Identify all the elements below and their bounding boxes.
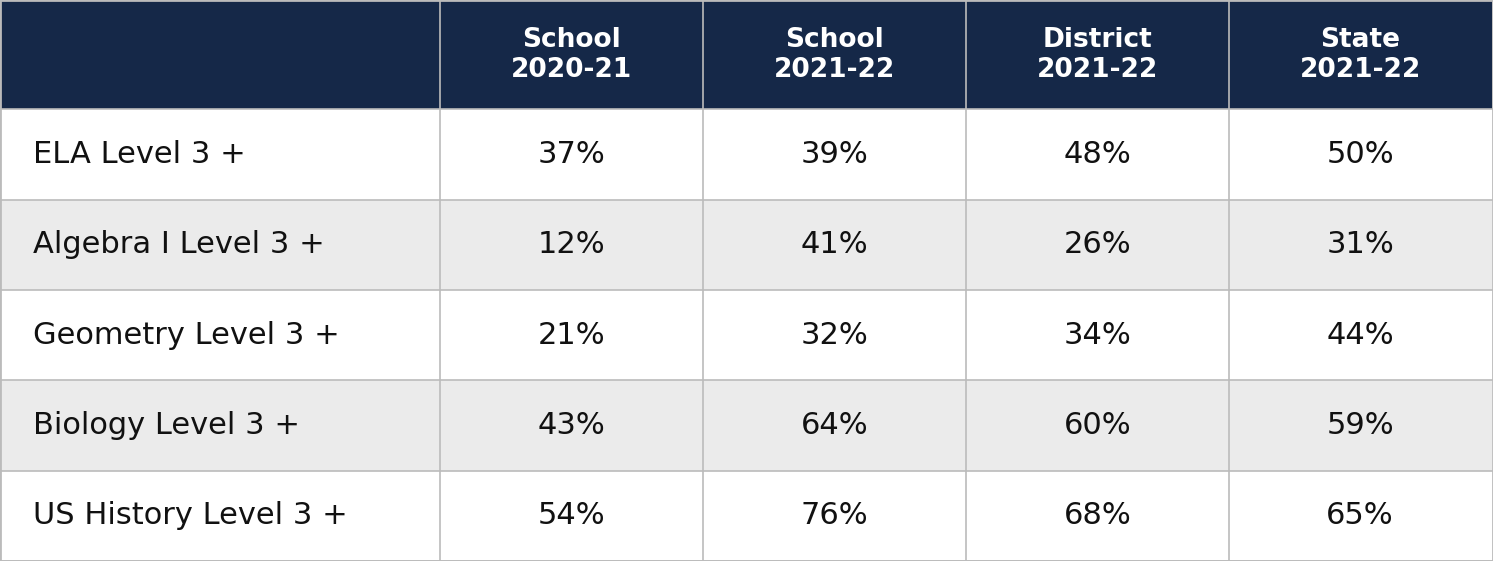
Bar — [440, 380, 703, 471]
Text: US History Level 3 +: US History Level 3 + — [33, 502, 348, 530]
Text: 64%: 64% — [800, 411, 869, 440]
Bar — [703, 471, 966, 561]
Text: 12%: 12% — [537, 231, 606, 259]
Text: State
2021-22: State 2021-22 — [1299, 27, 1421, 82]
Bar — [966, 109, 1229, 200]
Text: 50%: 50% — [1326, 140, 1394, 169]
Bar — [703, 290, 966, 380]
Bar — [0, 471, 440, 561]
Text: 37%: 37% — [537, 140, 606, 169]
Bar — [966, 380, 1229, 471]
Text: 76%: 76% — [800, 502, 869, 530]
Bar — [1229, 471, 1492, 561]
Text: 44%: 44% — [1326, 321, 1394, 350]
Text: 65%: 65% — [1326, 502, 1394, 530]
Text: ELA Level 3 +: ELA Level 3 + — [33, 140, 245, 169]
Bar — [703, 200, 966, 290]
Bar — [966, 290, 1229, 380]
Text: 60%: 60% — [1063, 411, 1132, 440]
Bar — [966, 200, 1229, 290]
Bar — [1229, 380, 1492, 471]
Text: 34%: 34% — [1063, 321, 1132, 350]
Bar — [1229, 109, 1492, 200]
Text: 54%: 54% — [537, 502, 606, 530]
Text: 59%: 59% — [1326, 411, 1394, 440]
Text: School
2021-22: School 2021-22 — [773, 27, 896, 82]
Text: 39%: 39% — [800, 140, 869, 169]
Bar — [1229, 290, 1492, 380]
Bar — [0, 0, 440, 109]
Text: 31%: 31% — [1326, 231, 1394, 259]
Bar — [966, 0, 1229, 109]
Text: Algebra I Level 3 +: Algebra I Level 3 + — [33, 231, 324, 259]
Bar — [440, 109, 703, 200]
Bar — [1229, 0, 1492, 109]
Bar — [440, 471, 703, 561]
Bar — [1229, 200, 1492, 290]
Bar — [703, 380, 966, 471]
Bar — [0, 109, 440, 200]
Text: 43%: 43% — [537, 411, 606, 440]
Text: 41%: 41% — [800, 231, 869, 259]
Bar — [703, 109, 966, 200]
Text: Biology Level 3 +: Biology Level 3 + — [33, 411, 300, 440]
Bar — [0, 290, 440, 380]
Bar — [703, 0, 966, 109]
Text: School
2020-21: School 2020-21 — [511, 27, 633, 82]
Bar — [440, 0, 703, 109]
Bar — [440, 200, 703, 290]
Bar — [0, 200, 440, 290]
Text: 26%: 26% — [1063, 231, 1132, 259]
Bar — [440, 290, 703, 380]
Text: District
2021-22: District 2021-22 — [1036, 27, 1159, 82]
Text: 32%: 32% — [800, 321, 869, 350]
Text: 21%: 21% — [537, 321, 606, 350]
Text: 48%: 48% — [1063, 140, 1132, 169]
Bar — [966, 471, 1229, 561]
Bar — [0, 380, 440, 471]
Text: Geometry Level 3 +: Geometry Level 3 + — [33, 321, 339, 350]
Text: 68%: 68% — [1063, 502, 1132, 530]
